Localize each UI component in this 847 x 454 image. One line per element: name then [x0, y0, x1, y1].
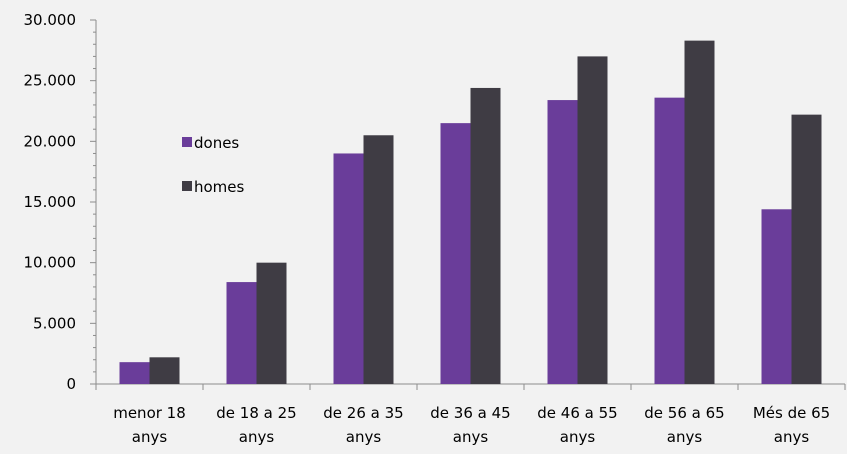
- bar-homes: [256, 262, 287, 384]
- bar-dones: [440, 123, 471, 384]
- bar-homes: [363, 135, 394, 384]
- bar-homes: [149, 357, 180, 384]
- bar-dones: [226, 282, 257, 384]
- x-tick-label: Més de 65 anys: [753, 404, 830, 446]
- bar-dones: [761, 209, 792, 384]
- y-axis: 0 5.000 10.000 15.000 20.000 25.000 30.000: [24, 11, 97, 393]
- y-tick-label: 10.000: [24, 254, 77, 272]
- y-tick-label: 0: [66, 375, 76, 393]
- legend: dones homes: [182, 134, 245, 196]
- x-tick-label: de 46 a 55 anys: [537, 404, 617, 446]
- x-labels: menor 18 anys de 18 a 25 anys de 26 a 35 anys…: [113, 404, 830, 446]
- bar-homes: [684, 40, 715, 384]
- x-axis: [95, 383, 846, 390]
- y-tick-label: 25.000: [24, 72, 77, 90]
- legend-label-dones: dones: [194, 134, 239, 152]
- bar-dones: [654, 97, 685, 385]
- bar-homes: [470, 87, 501, 385]
- x-tick-label: de 18 a 25 anys: [216, 404, 296, 446]
- legend-swatch-homes: [182, 181, 192, 191]
- y-tick-label: 30.000: [24, 11, 77, 29]
- x-tick-label: menor 18 anys: [113, 404, 186, 446]
- legend-label-homes: homes: [194, 178, 245, 196]
- x-tick-label: de 56 a 65 anys: [644, 404, 724, 446]
- y-tick-label: 15.000: [24, 193, 77, 211]
- x-tick-label: de 26 a 35 anys: [323, 404, 403, 446]
- bar-dones: [119, 362, 150, 384]
- x-tick-label: de 36 a 45 anys: [430, 404, 510, 446]
- bar-homes: [577, 56, 608, 385]
- legend-swatch-dones: [182, 137, 192, 147]
- bar-dones: [333, 153, 364, 384]
- y-tick-label: 5.000: [33, 314, 76, 332]
- bar-dones: [547, 100, 578, 384]
- bar-homes: [791, 114, 822, 384]
- bars: [119, 40, 822, 385]
- y-tick-label: 20.000: [24, 132, 77, 150]
